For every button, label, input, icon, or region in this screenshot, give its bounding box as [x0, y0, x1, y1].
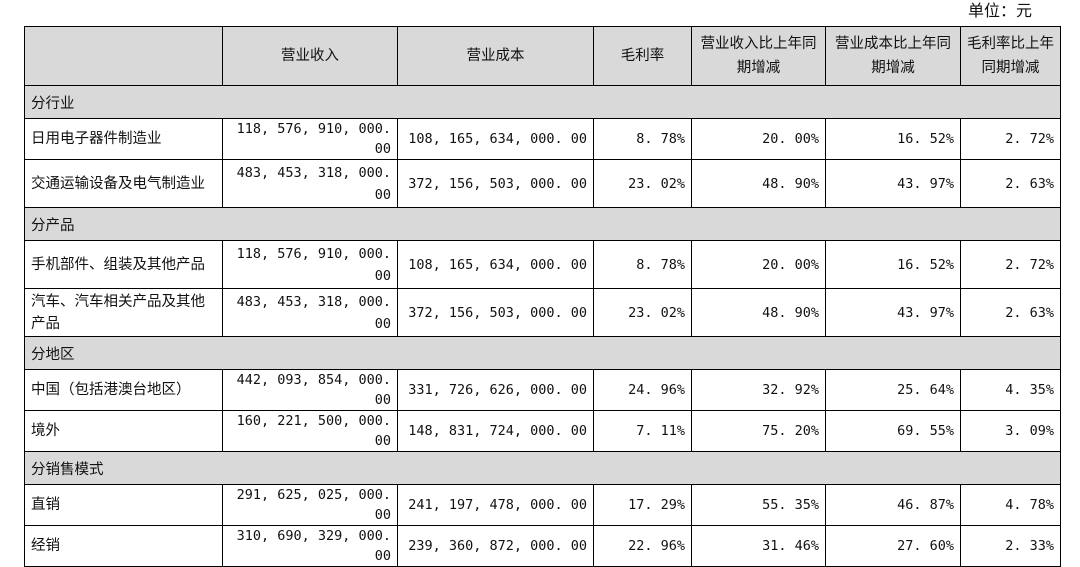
margin-cell: 8. 78%	[593, 118, 692, 160]
cost-change-cell: 25. 64%	[825, 369, 961, 411]
revenue-cell: 310, 690, 329, 000. 00	[222, 525, 398, 567]
header-cell-margin: 毛利率	[593, 26, 692, 86]
header-cell-cost: 营业成本	[397, 26, 594, 86]
rev-change-cell: 31. 46%	[691, 525, 826, 567]
cost-cell: 372, 156, 503, 000. 00	[397, 159, 594, 208]
cost-cell: 331, 726, 626, 000. 00	[397, 369, 594, 411]
cost-cell: 239, 360, 872, 000. 00	[397, 525, 594, 567]
row-label: 汽车、汽车相关产品及其他产品	[24, 288, 223, 337]
cost-cell: 108, 165, 634, 000. 00	[397, 240, 594, 289]
row-label: 经销	[24, 525, 223, 567]
revenue-cell: 442, 093, 854, 000. 00	[222, 369, 398, 411]
row-label: 境外	[24, 410, 223, 452]
margin-change-cell: 2. 72%	[960, 240, 1061, 289]
revenue-cell: 291, 625, 025, 000. 00	[222, 484, 398, 526]
table-row: 交通运输设备及电气制造业 483, 453, 318, 000. 00 372,…	[24, 159, 1061, 208]
row-label: 日用电子器件制造业	[24, 118, 223, 160]
rev-change-cell: 48. 90%	[691, 159, 826, 208]
rev-change-cell: 75. 20%	[691, 410, 826, 452]
table-row: 手机部件、组装及其他产品 118, 576, 910, 000. 00 108,…	[24, 240, 1061, 289]
header-cell-rev-change: 营业收入比上年同期增减	[691, 26, 826, 86]
cost-cell: 241, 197, 478, 000. 00	[397, 484, 594, 526]
cost-cell: 148, 831, 724, 000. 00	[397, 410, 594, 452]
cost-change-cell: 43. 97%	[825, 159, 961, 208]
cost-change-cell: 16. 52%	[825, 118, 961, 160]
margin-cell: 23. 02%	[593, 159, 692, 208]
section-row: 分地区	[24, 336, 1061, 370]
header-cell-label	[24, 26, 223, 86]
row-label: 直销	[24, 484, 223, 526]
header-row: 营业收入 营业成本 毛利率 营业收入比上年同期增减 营业成本比上年同期增减 毛利…	[24, 26, 1061, 86]
margin-change-cell: 2. 63%	[960, 159, 1061, 208]
margin-cell: 24. 96%	[593, 369, 692, 411]
margin-change-cell: 2. 33%	[960, 525, 1061, 567]
cost-change-cell: 43. 97%	[825, 288, 961, 337]
header-cell-revenue: 营业收入	[222, 26, 398, 86]
rev-change-cell: 48. 90%	[691, 288, 826, 337]
revenue-cell: 483, 453, 318, 000. 00	[222, 288, 398, 337]
margin-change-cell: 3. 09%	[960, 410, 1061, 452]
section-title: 分地区	[24, 336, 1061, 370]
table-row: 日用电子器件制造业 118, 576, 910, 000. 00 108, 16…	[24, 118, 1061, 160]
revenue-cell: 118, 576, 910, 000. 00	[222, 118, 398, 160]
rev-change-cell: 20. 00%	[691, 240, 826, 289]
row-label: 交通运输设备及电气制造业	[24, 159, 223, 208]
table-row: 汽车、汽车相关产品及其他产品 483, 453, 318, 000. 00 37…	[24, 288, 1061, 337]
unit-label: 单位：元	[967, 1, 1032, 20]
rev-change-cell: 55. 35%	[691, 484, 826, 526]
cost-change-cell: 27. 60%	[825, 525, 961, 567]
cost-change-cell: 69. 55%	[825, 410, 961, 452]
revenue-cell: 160, 221, 500, 000. 00	[222, 410, 398, 452]
margin-cell: 7. 11%	[593, 410, 692, 452]
section-title: 分销售模式	[24, 451, 1061, 485]
margin-change-cell: 2. 72%	[960, 118, 1061, 160]
section-row: 分产品	[24, 207, 1061, 241]
row-label: 手机部件、组装及其他产品	[24, 240, 223, 289]
margin-change-cell: 4. 35%	[960, 369, 1061, 411]
table-row: 经销 310, 690, 329, 000. 00 239, 360, 872,…	[24, 525, 1061, 567]
revenue-cell: 483, 453, 318, 000. 00	[222, 159, 398, 208]
financial-table: 营业收入 营业成本 毛利率 营业收入比上年同期增减 营业成本比上年同期增减 毛利…	[24, 26, 1061, 567]
margin-cell: 8. 78%	[593, 240, 692, 289]
section-row: 分销售模式	[24, 451, 1061, 485]
margin-cell: 22. 96%	[593, 525, 692, 567]
margin-change-cell: 4. 78%	[960, 484, 1061, 526]
cost-change-cell: 16. 52%	[825, 240, 961, 289]
row-label: 中国（包括港澳台地区）	[24, 369, 223, 411]
table-row: 境外 160, 221, 500, 000. 00 148, 831, 724,…	[24, 410, 1061, 452]
header-cell-margin-change: 毛利率比上年同期增减	[960, 26, 1061, 86]
table-row: 直销 291, 625, 025, 000. 00 241, 197, 478,…	[24, 484, 1061, 526]
cost-change-cell: 46. 87%	[825, 484, 961, 526]
revenue-cell: 118, 576, 910, 000. 00	[222, 240, 398, 289]
rev-change-cell: 32. 92%	[691, 369, 826, 411]
section-title: 分行业	[24, 85, 1061, 119]
cost-cell: 372, 156, 503, 000. 00	[397, 288, 594, 337]
margin-cell: 17. 29%	[593, 484, 692, 526]
section-title: 分产品	[24, 207, 1061, 241]
cost-cell: 108, 165, 634, 000. 00	[397, 118, 594, 160]
section-row: 分行业	[24, 85, 1061, 119]
table-row: 中国（包括港澳台地区） 442, 093, 854, 000. 00 331, …	[24, 369, 1061, 411]
header-cell-cost-change: 营业成本比上年同期增减	[825, 26, 961, 86]
margin-change-cell: 2. 63%	[960, 288, 1061, 337]
rev-change-cell: 20. 00%	[691, 118, 826, 160]
margin-cell: 23. 02%	[593, 288, 692, 337]
